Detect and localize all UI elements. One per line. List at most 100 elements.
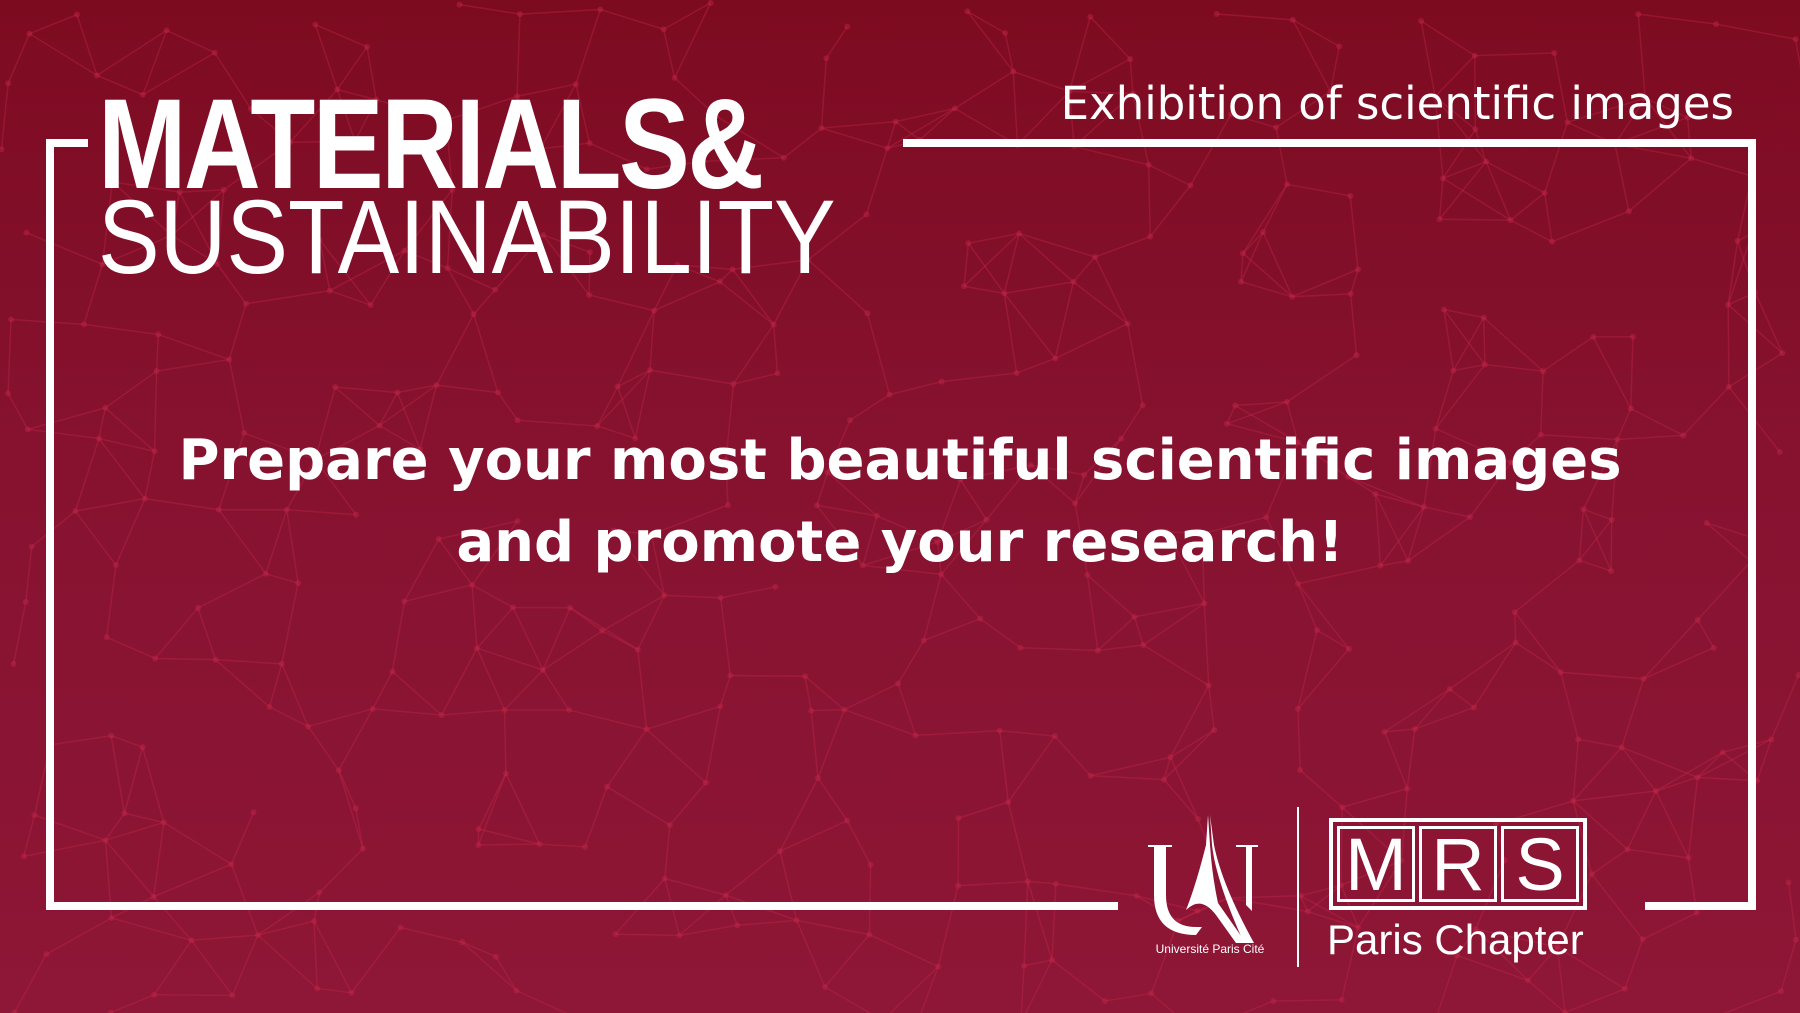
network-edge [542,234,590,296]
network-node [212,656,219,663]
network-edge [1357,860,1403,928]
network-edge [895,107,956,123]
network-edge [216,189,225,265]
network-edge [1142,644,1210,686]
network-edge [779,820,848,852]
network-edge [1292,293,1351,298]
network-edge [250,108,291,143]
network-node [805,256,812,263]
network-node [401,598,408,605]
network-node [1066,88,1073,95]
network-edge [869,933,939,968]
network-edge [1621,746,1698,779]
network-node [716,278,723,285]
network-node [1024,878,1031,885]
network-edge [1020,965,1025,1013]
network-edge [1442,129,1476,179]
network-edge [1690,157,1752,177]
network-edge [1642,912,1698,940]
network-edge [438,520,518,540]
network-node [1163,528,1170,535]
network-edge [584,786,608,848]
network-node [1052,355,1059,362]
network-edge [0,83,9,150]
network-edge [1443,308,1484,319]
network-edge [1149,184,1192,238]
network-node [310,917,317,924]
network-node [295,580,302,587]
network-edge [1170,729,1215,758]
network-node [1693,909,1700,916]
network-edge [1240,253,1244,282]
network-edge [23,839,106,857]
network-edge [74,510,117,566]
network-node [1608,516,1615,523]
network-node [1640,675,1647,682]
network-edge [1013,70,1070,93]
network-edge [1617,434,1684,441]
network-node [247,105,254,112]
network-edge [1004,281,1074,295]
network-edge [338,770,357,809]
network-edge [719,675,732,707]
network-edge [478,843,540,846]
network-edge [158,333,230,361]
network-node [844,817,851,824]
network-edge [1291,268,1359,298]
network-edge [816,472,829,506]
network-node [957,476,964,483]
network-edge [1316,629,1350,650]
network-edge [268,663,283,708]
network-edge [1094,256,1129,325]
network-edge [7,393,29,430]
network-node [955,815,962,822]
network-edge [1069,90,1133,95]
network-edge [142,52,216,96]
network-edge [1003,292,1056,359]
network-node [1432,93,1439,100]
network-edge [290,140,355,143]
network-edge [403,538,440,602]
network-node [674,261,681,268]
network-edge [1794,39,1800,69]
network-edge [307,726,340,771]
network-node [1147,233,1154,240]
network-node [661,592,668,599]
network-node [1052,880,1059,887]
network-edge [1073,93,1134,148]
network-edge [1275,90,1331,129]
network-node [729,266,736,273]
network-edge [286,509,299,584]
network-node [160,819,167,826]
network-edge [646,728,707,784]
network-edge [637,649,648,730]
network-edge [504,669,544,711]
network-edge [245,289,330,305]
network-edge [596,425,636,440]
network-node [501,706,508,713]
network-node [449,186,456,193]
network-edge [1697,560,1752,621]
network-edge [171,189,225,236]
network-node [1621,985,1628,992]
network-edge [1341,927,1359,1001]
network-edge [1018,232,1096,258]
network-edge [228,359,245,434]
network-edge [338,708,374,771]
network-edge [115,498,146,566]
frame-top-left [46,139,88,147]
frame-bottom-left [46,902,1118,910]
network-edge [1297,583,1318,631]
network-edge [1286,401,1299,443]
network-edge [673,2,712,79]
network-edge [601,630,639,651]
network-edge [476,606,514,649]
network-edge [372,671,394,710]
network-node [938,378,945,385]
network-node [1541,189,1548,196]
network-node [360,845,367,852]
network-node [1575,736,1582,743]
network-node [818,125,825,132]
network-node [586,140,593,147]
network-edge [1572,746,1623,802]
